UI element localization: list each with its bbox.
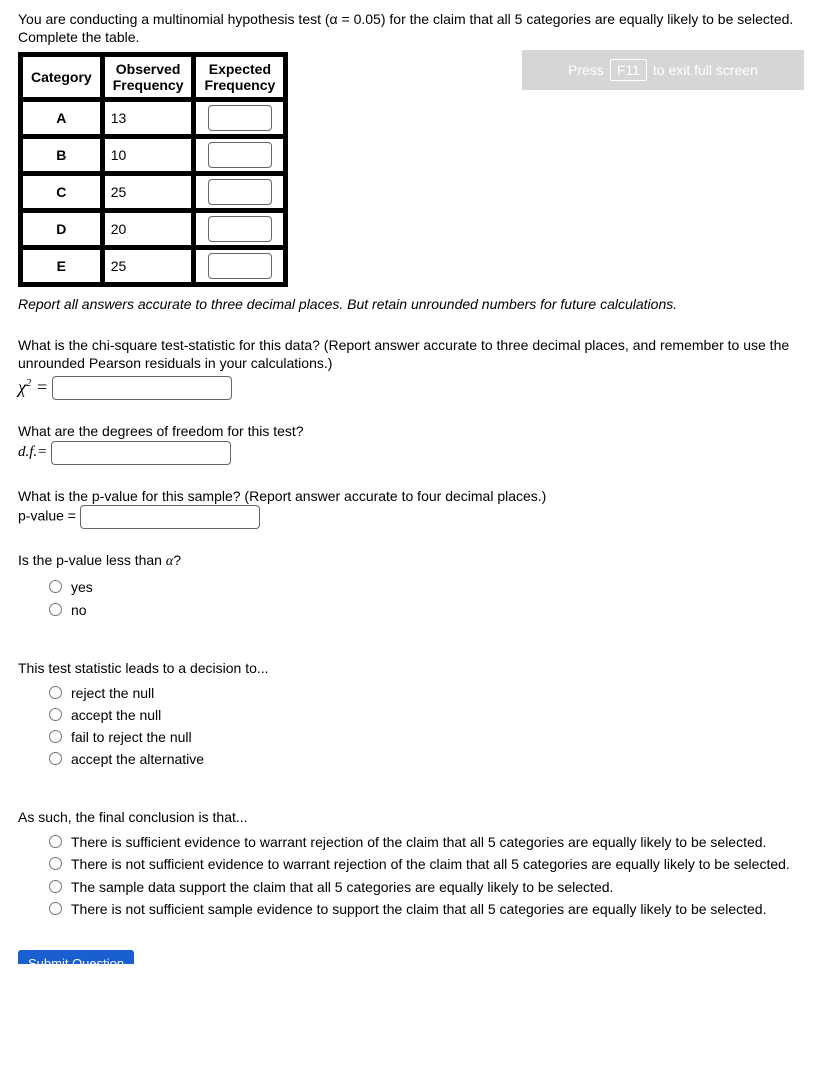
cat-label: E [22,249,101,283]
table-row: B 10 [22,138,284,172]
chisq-input[interactable] [52,376,232,400]
frequency-table: Category Observed Frequency Expected Fre… [18,52,288,287]
obs-value: 20 [104,212,193,246]
radio-conc-1[interactable] [49,835,62,848]
col-expected: Expected Frequency [195,56,284,98]
obs-value: 13 [104,101,193,135]
radio-conc-2[interactable] [49,857,62,870]
fs-post: to exit full screen [653,62,758,78]
q-chisq: What is the chi-square test-statistic fo… [18,336,800,400]
q6-text: As such, the final conclusion is that... [18,808,800,827]
expected-input-c[interactable] [208,179,272,205]
rounding-note: Report all answers accurate to three dec… [18,295,800,313]
problem-intro: You are conducting a multinomial hypothe… [18,10,800,46]
q-less-alpha: Is the p-value less than α? yes no [18,551,800,618]
opt-label: fail to reject the null [71,728,192,746]
chisq-symbol: χ2 = [18,375,48,399]
radio-no[interactable] [49,603,62,616]
fs-key: F11 [610,59,647,81]
expected-input-b[interactable] [208,142,272,168]
radio-fail-reject[interactable] [49,730,62,743]
col-observed: Observed Frequency [104,56,193,98]
radio-yes[interactable] [49,580,62,593]
opt-label: reject the null [71,684,154,702]
radio-conc-4[interactable] [49,902,62,915]
submit-button[interactable]: Submit Question [18,950,134,964]
pvalue-input[interactable] [80,505,260,529]
opt-label: There is sufficient evidence to warrant … [71,833,766,851]
cat-label: A [22,101,101,135]
opt-label: no [71,601,87,619]
obs-value: 25 [104,249,193,283]
expected-input-e[interactable] [208,253,272,279]
table-row: D 20 [22,212,284,246]
q-df: What are the degrees of freedom for this… [18,422,800,465]
q-pvalue: What is the p-value for this sample? (Re… [18,487,800,530]
df-label: d.f.= [18,442,47,462]
q-conclusion: As such, the final conclusion is that...… [18,808,800,918]
opt-label: The sample data support the claim that a… [71,878,613,896]
radio-accept-alt[interactable] [49,752,62,765]
obs-value: 25 [104,175,193,209]
cat-label: C [22,175,101,209]
opt-label: There is not sufficient evidence to warr… [71,855,790,873]
pvalue-label: p-value = [18,508,80,524]
expected-input-a[interactable] [208,105,272,131]
col-category: Category [22,56,101,98]
opt-label: There is not sufficient sample evidence … [71,900,766,918]
opt-label: accept the alternative [71,750,204,768]
radio-reject-null[interactable] [49,686,62,699]
opt-label: yes [71,578,93,596]
q-decision: This test statistic leads to a decision … [18,659,800,769]
obs-value: 10 [104,138,193,172]
radio-conc-3[interactable] [49,880,62,893]
table-row: A 13 [22,101,284,135]
radio-accept-null[interactable] [49,708,62,721]
expected-input-d[interactable] [208,216,272,242]
fs-pre: Press [568,62,604,78]
q-chisq-text: What is the chi-square test-statistic fo… [18,336,800,374]
q-pvalue-text: What is the p-value for this sample? (Re… [18,487,800,506]
fullscreen-banner: Press F11 to exit full screen [522,50,804,90]
q5-text: This test statistic leads to a decision … [18,659,800,678]
q-df-text: What are the degrees of freedom for this… [18,422,800,441]
table-row: C 25 [22,175,284,209]
table-row: E 25 [22,249,284,283]
q4-post: ? [173,552,181,568]
cat-label: B [22,138,101,172]
opt-label: accept the null [71,706,161,724]
q4-pre: Is the p-value less than [18,552,166,568]
cat-label: D [22,212,101,246]
df-input[interactable] [51,441,231,465]
